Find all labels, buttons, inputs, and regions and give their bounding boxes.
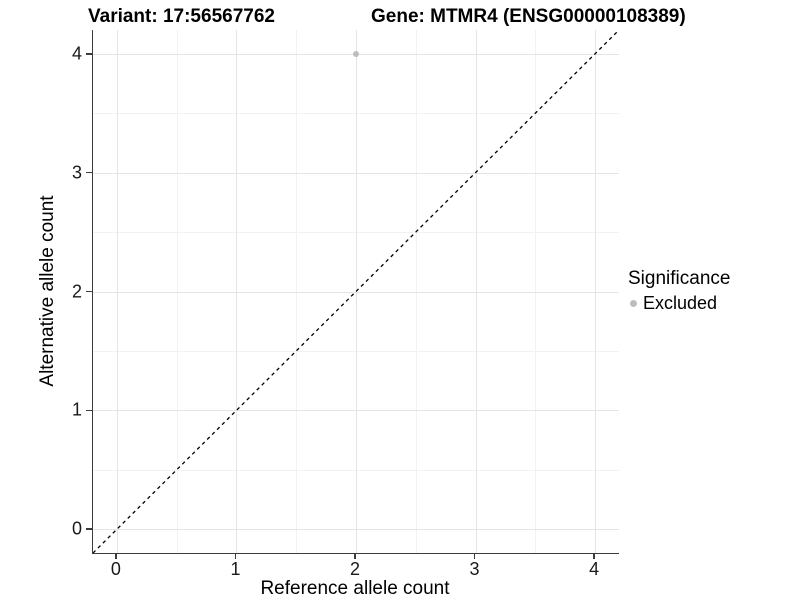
gridline-major-horizontal bbox=[93, 529, 619, 531]
legend: Significance Excluded bbox=[628, 268, 730, 314]
gridline-major-horizontal bbox=[93, 410, 619, 412]
x-tick-label: 0 bbox=[110, 559, 121, 579]
data-point bbox=[353, 50, 359, 57]
x-tick-label: 1 bbox=[230, 559, 241, 579]
x-axis-title: Reference allele count bbox=[260, 578, 450, 599]
x-tick-mark bbox=[593, 553, 595, 559]
y-tick-mark bbox=[86, 171, 92, 174]
legend-title: Significance bbox=[628, 268, 731, 289]
identity-line bbox=[93, 30, 619, 553]
x-tick-mark bbox=[234, 553, 237, 559]
x-tick-mark bbox=[115, 553, 117, 559]
y-tick-mark bbox=[86, 528, 92, 530]
gridline-major-horizontal bbox=[93, 291, 619, 293]
legend-entry-excluded: Excluded bbox=[628, 293, 730, 314]
y-tick-mark bbox=[86, 290, 92, 293]
y-tick-label: 1 bbox=[71, 399, 82, 420]
gridline-major-horizontal bbox=[93, 172, 619, 174]
legend-entry-label: Excluded bbox=[643, 293, 718, 313]
x-tick-mark bbox=[473, 553, 476, 559]
plot-title-gene: Gene: MTMR4 (ENSG00000108389) bbox=[371, 6, 686, 27]
x-tick-mark bbox=[354, 553, 356, 559]
legend-key-dot-icon bbox=[630, 300, 637, 307]
y-axis-title: Alternative allele count bbox=[37, 195, 58, 387]
x-tick-label: 3 bbox=[469, 559, 480, 579]
y-tick-label: 2 bbox=[71, 281, 82, 301]
y-tick-mark bbox=[86, 409, 92, 412]
y-tick-label: 0 bbox=[71, 518, 82, 539]
x-tick-label: 4 bbox=[589, 559, 600, 579]
x-tick-label: 2 bbox=[349, 559, 361, 579]
plot-panel bbox=[92, 30, 619, 554]
y-tick-label: 3 bbox=[71, 162, 82, 183]
y-tick-label: 4 bbox=[71, 43, 82, 64]
y-tick-mark bbox=[86, 53, 92, 55]
plot-title-variant: Variant: 17:56567762 bbox=[88, 6, 275, 27]
